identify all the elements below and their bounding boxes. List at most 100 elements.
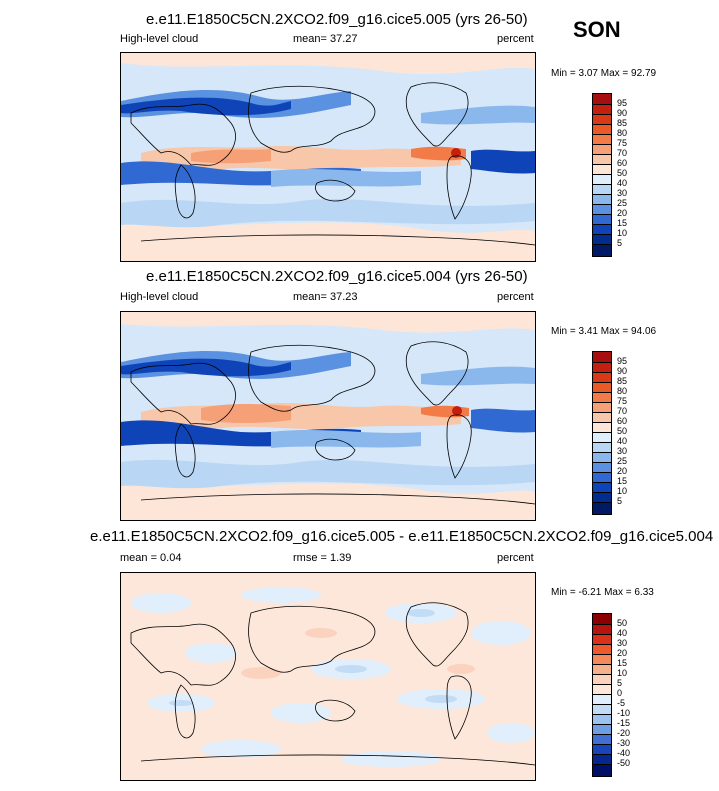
panel2-colorbar-swatch [593,382,611,392]
panel2-colorbar-label: 10 [617,486,628,496]
panel2-map [120,311,536,521]
panel1-colorbar-label: 25 [617,198,628,208]
panel3-units-label: percent [497,552,534,564]
panel3-colorbar-label: 15 [617,658,628,668]
panel1-colorbar-swatch [593,164,611,174]
panel1-colorbar-label: 95 [617,98,628,108]
panel3-colorbar-swatch [593,694,611,704]
panel1-colorbar-swatch [593,174,611,184]
panel3-colorbar-label: 20 [617,648,628,658]
panel1-colorbar-swatch [593,234,611,244]
panel1-contour-field [121,53,535,261]
panel2-colorbar-swatch [593,442,611,452]
panel3-colorbar-swatch [593,664,611,674]
panel1-minmax: Min = 3.07 Max = 92.79 [551,68,657,79]
panel2-colorbar-label: 50 [617,426,628,436]
panel1-colorbar-swatch [593,94,611,104]
panel1-colorbar-swatch [593,204,611,214]
panel1-colorbar-swatch [593,184,611,194]
panel3-colorbar-swatch [593,714,611,724]
panel3-colorbar-label: 0 [617,688,623,698]
panel1-colorbar-swatch [593,154,611,164]
panel1-colorbar-label: 80 [617,128,628,138]
panel2-colorbar-label: 95 [617,356,628,366]
panel3-colorbar-label: 40 [617,628,628,638]
panel2-colorbar-label: 80 [617,386,628,396]
panel3-colorbar-label: -5 [617,698,626,708]
panel2-colorbar-swatch [593,462,611,472]
panel3-map [120,572,536,781]
panel3-colorbar-label: -20 [617,728,631,738]
panel1-units-label: percent [497,33,534,45]
panel3-colorbar-swatch [593,724,611,734]
panel2-units-label: percent [497,291,534,303]
panel1-mean-label: mean= 37.27 [293,33,358,45]
panel2-title: e.e11.E1850C5CN.2XCO2.f09_g16.cice5.004 … [146,268,528,285]
panel1-colorbar-label: 85 [617,118,628,128]
panel2-colorbar-swatch [593,492,611,502]
panel3-colorbar-label: -40 [617,748,631,758]
panel3-colorbar-label: 50 [617,618,628,628]
panel1-colorbar-label: 70 [617,148,628,158]
panel1-map [120,52,536,262]
panel2-colorbar-swatch [593,362,611,372]
panel1-title: e.e11.E1850C5CN.2XCO2.f09_g16.cice5.005 … [146,11,528,28]
panel1-colorbar-label: 60 [617,158,628,168]
panel1-colorbar-label: 75 [617,138,628,148]
panel2-minmax: Min = 3.41 Max = 94.06 [551,326,657,337]
panel2-colorbar-label: 30 [617,446,628,456]
panel1-colorbar-label: 10 [617,228,628,238]
panel3-title: e.e11.E1850C5CN.2XCO2.f09_g16.cice5.005 … [90,528,714,545]
panel3-rmse-label: rmse = 1.39 [293,552,352,564]
panel1-colorbar-swatch [593,224,611,234]
panel3-colorbar-swatch [593,644,611,654]
panel3-colorbar-label: -10 [617,708,631,718]
panel2-colorbar-label: 90 [617,366,628,376]
panel3-colorbar-swatch [593,704,611,714]
panel1-colorbar-label: 50 [617,168,628,178]
panel3-colorbar-label: 30 [617,638,628,648]
panel1-colorbar-swatch [593,244,611,256]
panel2-colorbar-swatch [593,372,611,382]
panel3-mean-label: mean = 0.04 [120,552,182,564]
panel3-colorbar-swatch [593,674,611,684]
panel1-colorbar-swatch [593,104,611,114]
panel3-colorbar-swatch [593,654,611,664]
panel1-colorbar-swatch [593,134,611,144]
panel3-colorbar-swatch [593,684,611,694]
panel1-colorbar-swatch [593,114,611,124]
panel1-colorbar-label: 20 [617,208,628,218]
panel2-colorbar-label: 25 [617,456,628,466]
panel1-variable-label: High-level cloud [120,33,199,45]
panel2-colorbar-label: 40 [617,436,628,446]
panel1-colorbar-label: 30 [617,188,628,198]
panel2-colorbar-swatch [593,352,611,362]
panel3-colorbar-swatch [593,624,611,634]
panel3-colorbar-swatch [593,734,611,744]
panel1-colorbar-label: 5 [617,238,623,248]
panel2-contour-field [121,312,535,520]
panel2-mean-label: mean= 37.23 [293,291,358,303]
panel3-colorbar-label: 5 [617,678,623,688]
panel3-colorbar-label: -30 [617,738,631,748]
panel3-colorbar-swatch [593,754,611,764]
panel2-colorbar-swatch [593,412,611,422]
panel1-colorbar-swatch [593,214,611,224]
panel3-minmax: Min = -6.21 Max = 6.33 [551,587,654,598]
panel2-variable-label: High-level cloud [120,291,199,303]
panel3-colorbar-swatch [593,614,611,624]
panel3-colorbar [592,613,612,777]
panel3-colorbar-label: 10 [617,668,628,678]
panel2-colorbar-swatch [593,422,611,432]
panel2-colorbar-swatch [593,452,611,462]
panel2-colorbar-label: 5 [617,496,623,506]
panel1-colorbar [592,93,612,257]
panel1-colorbar-swatch [593,124,611,134]
panel3-colorbar-swatch [593,764,611,776]
panel3-colorbar-swatch [593,634,611,644]
panel1-colorbar-swatch [593,144,611,154]
panel2-colorbar-label: 15 [617,476,628,486]
panel2-colorbar-swatch [593,482,611,492]
panel1-colorbar-label: 40 [617,178,628,188]
